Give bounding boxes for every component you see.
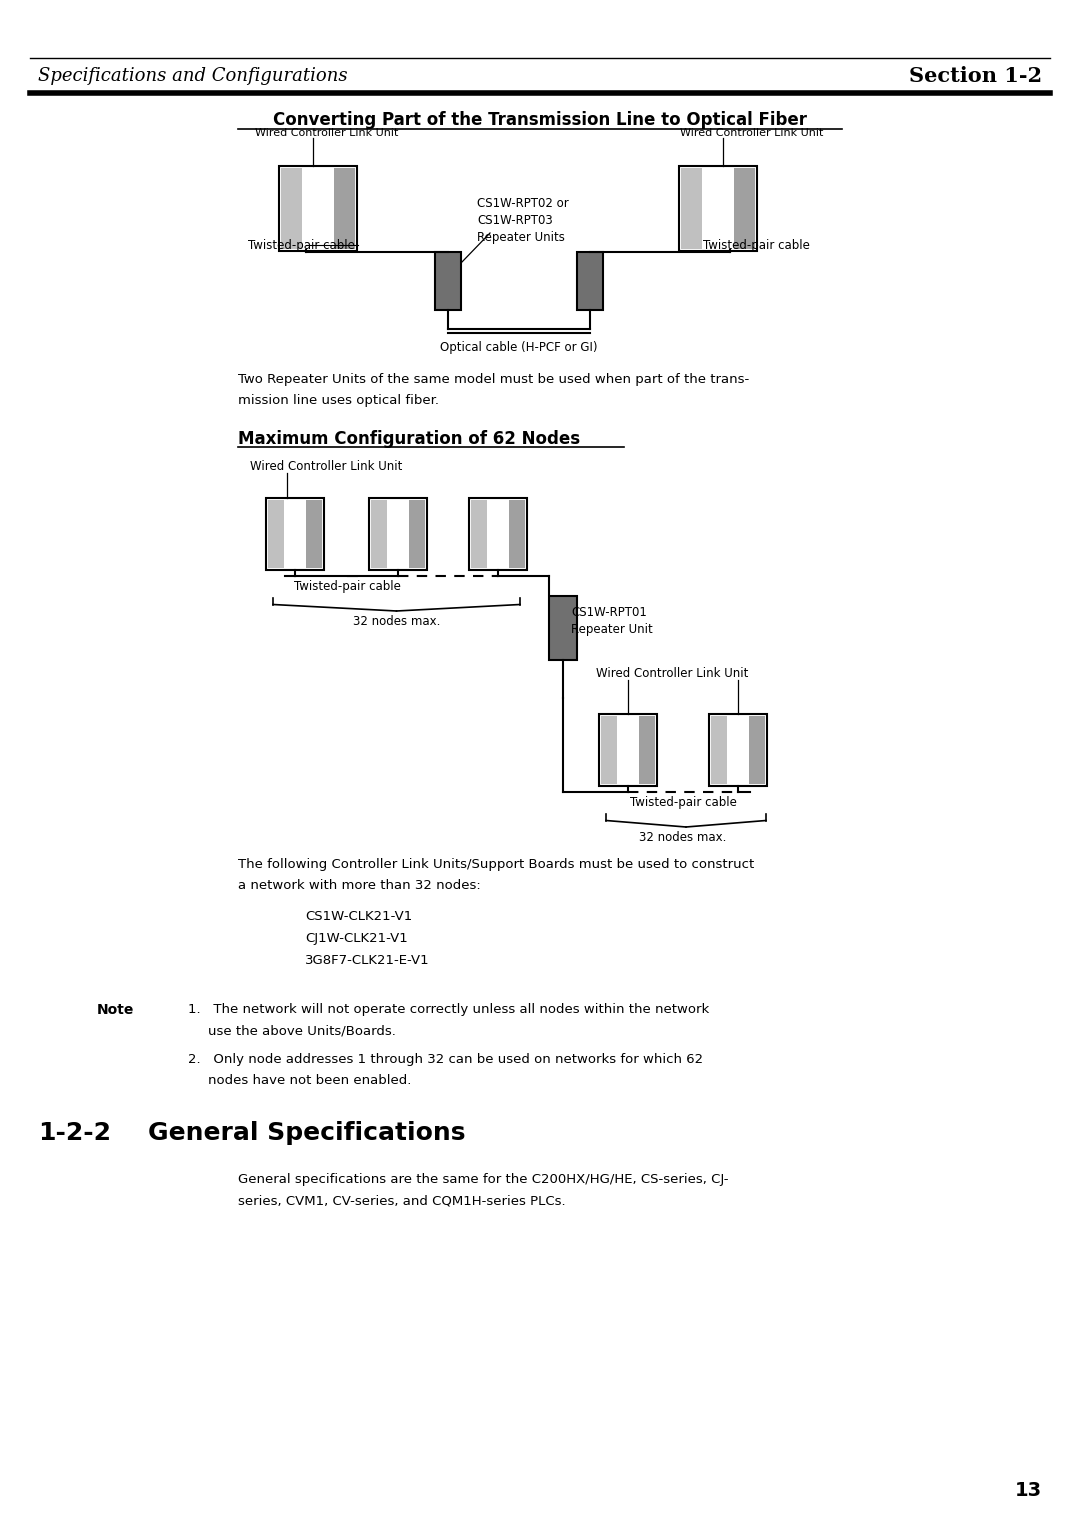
Text: Twisted-pair cable: Twisted-pair cable xyxy=(294,581,401,593)
Bar xyxy=(369,498,427,570)
Text: Converting Part of the Transmission Line to Optical Fiber: Converting Part of the Transmission Line… xyxy=(273,112,807,128)
Text: 13: 13 xyxy=(1015,1481,1042,1500)
Text: Note: Note xyxy=(97,1002,134,1018)
Text: Wired Controller Link Unit: Wired Controller Link Unit xyxy=(680,128,823,138)
Bar xyxy=(599,714,657,785)
Text: CS1W-RPT02 or
CS1W-RPT03
Repeater Units: CS1W-RPT02 or CS1W-RPT03 Repeater Units xyxy=(477,197,569,243)
Bar xyxy=(372,500,387,568)
Text: Two Repeater Units of the same model must be used when part of the trans-: Two Repeater Units of the same model mus… xyxy=(238,373,750,387)
Text: General Specifications: General Specifications xyxy=(148,1122,465,1144)
Text: CS1W-RPT01
Repeater Unit: CS1W-RPT01 Repeater Unit xyxy=(571,607,652,636)
Text: 32 nodes max.: 32 nodes max. xyxy=(639,831,727,843)
Bar xyxy=(750,717,765,784)
Bar xyxy=(268,500,284,568)
Bar xyxy=(334,168,355,249)
Text: Wired Controller Link Unit: Wired Controller Link Unit xyxy=(596,668,748,680)
Text: use the above Units/Boards.: use the above Units/Boards. xyxy=(208,1024,396,1038)
Text: Maximum Configuration of 62 Nodes: Maximum Configuration of 62 Nodes xyxy=(238,429,580,448)
Bar xyxy=(266,498,324,570)
Bar xyxy=(600,717,617,784)
Text: Twisted-pair cable: Twisted-pair cable xyxy=(630,796,737,808)
Bar xyxy=(711,717,727,784)
Text: General specifications are the same for the C200HX/HG/HE, CS-series, CJ-: General specifications are the same for … xyxy=(238,1174,729,1186)
Bar xyxy=(639,717,654,784)
Bar xyxy=(471,500,487,568)
Bar xyxy=(469,498,527,570)
Bar xyxy=(681,168,702,249)
Bar xyxy=(679,165,757,251)
Text: Optical cable (H-PCF or GI): Optical cable (H-PCF or GI) xyxy=(441,341,597,354)
Text: 32 nodes max.: 32 nodes max. xyxy=(353,614,441,628)
Text: CS1W-CLK21-V1: CS1W-CLK21-V1 xyxy=(305,911,413,923)
Text: Section 1-2: Section 1-2 xyxy=(909,66,1042,86)
Text: The following Controller Link Units/Support Boards must be used to construct: The following Controller Link Units/Supp… xyxy=(238,859,754,871)
Text: Specifications and Configurations: Specifications and Configurations xyxy=(38,67,348,86)
Text: 1-2-2: 1-2-2 xyxy=(38,1122,111,1144)
Text: mission line uses optical fiber.: mission line uses optical fiber. xyxy=(238,394,438,406)
Bar xyxy=(510,500,525,568)
Text: nodes have not been enabled.: nodes have not been enabled. xyxy=(208,1074,411,1086)
Bar xyxy=(435,252,461,310)
Bar xyxy=(409,500,426,568)
Text: 2.   Only node addresses 1 through 32 can be used on networks for which 62: 2. Only node addresses 1 through 32 can … xyxy=(188,1053,703,1067)
Text: CJ1W-CLK21-V1: CJ1W-CLK21-V1 xyxy=(305,932,408,944)
Bar xyxy=(734,168,755,249)
Text: Wired Controller Link Unit: Wired Controller Link Unit xyxy=(255,128,399,138)
Bar xyxy=(708,714,767,785)
Text: 3G8F7-CLK21-E-V1: 3G8F7-CLK21-E-V1 xyxy=(305,953,430,967)
Text: Twisted-pair cable: Twisted-pair cable xyxy=(248,238,355,252)
Text: Twisted-pair cable: Twisted-pair cable xyxy=(703,238,810,252)
Text: Wired Controller Link Unit: Wired Controller Link Unit xyxy=(249,460,403,474)
Bar xyxy=(307,500,322,568)
Bar xyxy=(279,165,357,251)
Text: 1.   The network will not operate correctly unless all nodes within the network: 1. The network will not operate correctl… xyxy=(188,1002,710,1016)
Bar xyxy=(281,168,302,249)
Text: series, CVM1, CV-series, and CQM1H-series PLCs.: series, CVM1, CV-series, and CQM1H-serie… xyxy=(238,1193,566,1207)
Bar xyxy=(577,252,603,310)
Text: a network with more than 32 nodes:: a network with more than 32 nodes: xyxy=(238,879,481,892)
Bar xyxy=(549,596,577,660)
